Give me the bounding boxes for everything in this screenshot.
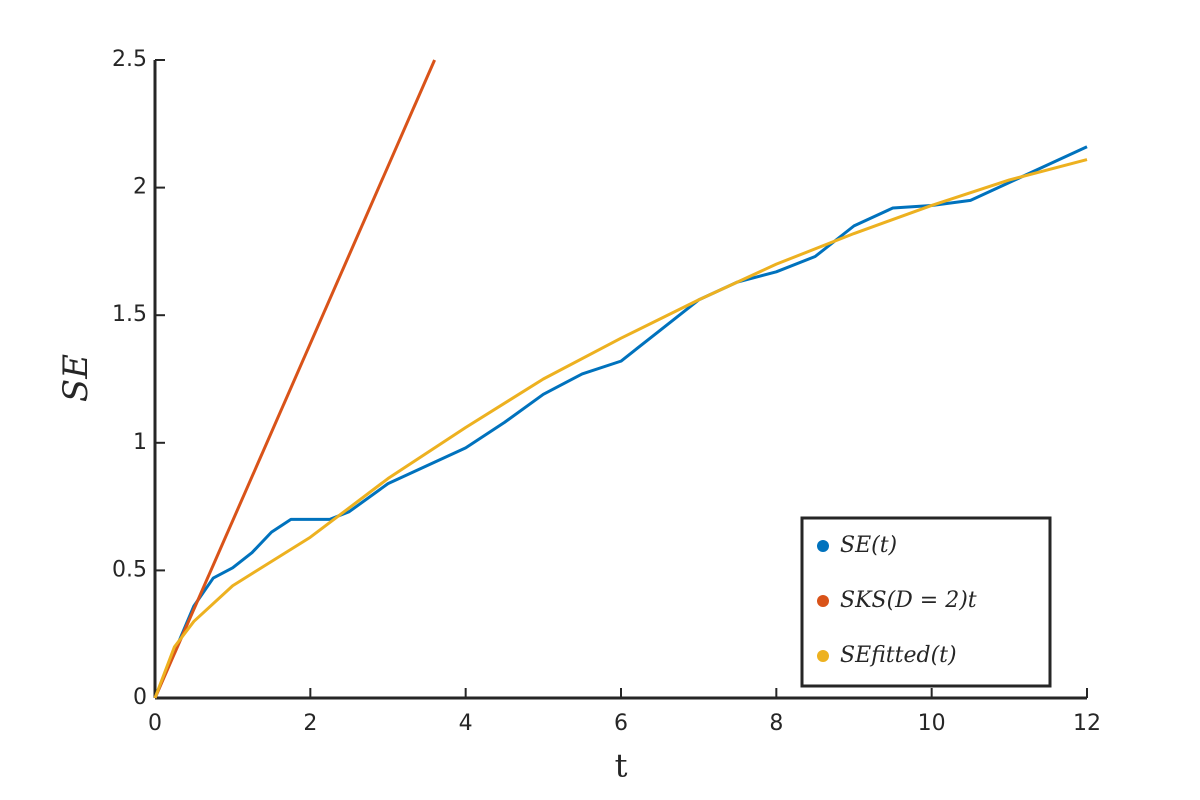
y-axis-label: SE <box>56 354 96 402</box>
y-tick-label: 1.5 <box>112 302 147 327</box>
x-tick-label: 12 <box>1073 711 1101 736</box>
legend-marker <box>817 595 829 607</box>
y-tick-label: 0 <box>133 685 147 710</box>
series-line <box>153 59 436 699</box>
legend-box <box>800 516 1052 688</box>
legend-label: SKS(D = 2)t <box>840 588 977 613</box>
legend-marker <box>817 650 829 662</box>
series-line <box>153 158 1088 699</box>
x-tick-label: 10 <box>918 711 946 736</box>
x-tick-label: 6 <box>614 711 628 736</box>
x-tick-label: 4 <box>459 711 473 736</box>
legend-label: SE(t) <box>840 533 897 558</box>
y-tick-label: 0.5 <box>112 557 147 582</box>
x-tick-label: 8 <box>769 711 783 736</box>
series-line <box>153 145 1088 699</box>
x-tick-label: 0 <box>148 711 162 736</box>
legend-label: SEfitted(t) <box>840 643 957 668</box>
x-axis-label: t <box>615 747 628 785</box>
x-tick-label: 2 <box>303 711 317 736</box>
y-tick-label: 1 <box>133 430 147 455</box>
legend-marker <box>817 540 829 552</box>
y-tick-label: 2 <box>133 175 147 200</box>
y-tick-label: 2.5 <box>112 47 147 72</box>
